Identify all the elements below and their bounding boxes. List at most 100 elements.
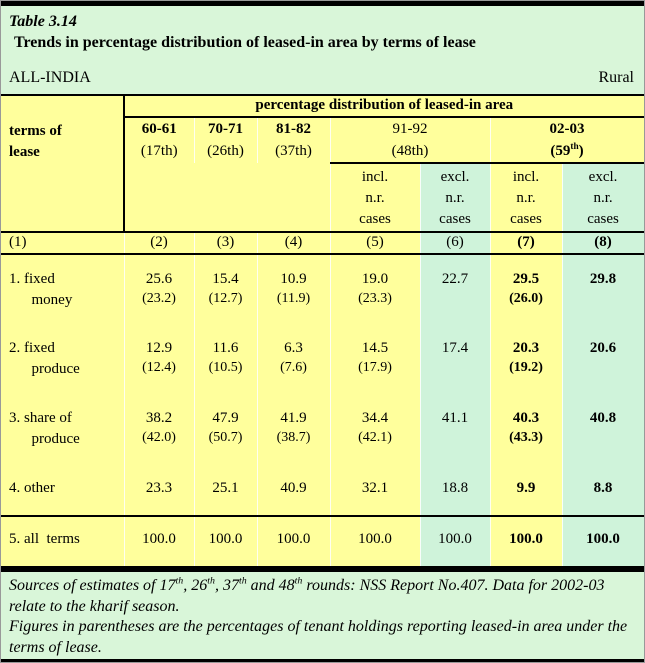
value-cell: 10.9 (11.9) <box>257 254 331 324</box>
region-row: ALL-INDIA Rural <box>9 69 636 87</box>
value: 38.2 <box>145 410 173 426</box>
empty-subheader-cell <box>124 163 331 232</box>
value: 15.4 <box>212 271 239 287</box>
value-cell: 100.0 <box>194 515 258 566</box>
value: 32.1 <box>361 480 389 496</box>
value-cell: 100.0 <box>124 515 195 566</box>
col-number-cell: (4) <box>257 231 331 255</box>
value: 6.3 <box>284 340 303 356</box>
value-cell: 25.6 (23.2) <box>124 254 195 324</box>
year-header-81-82: 81-82 (37th) <box>257 117 331 163</box>
value-cell: 6.3 (7.6) <box>257 324 331 394</box>
value-cell: 8.8 <box>562 464 644 516</box>
group-header-02-03: 02-03 (59th) <box>490 117 644 164</box>
region-label-left: ALL-INDIA <box>9 69 91 86</box>
subheader-incl-02-03: incl. n.r. cases <box>490 163 563 232</box>
value-cell: 34.4 (42.1) <box>330 394 421 464</box>
year-label: 81-82 <box>276 121 311 137</box>
value: 12.9 <box>145 340 173 356</box>
round-label: (26th) <box>207 143 244 159</box>
value-cell: 11.6 (10.5) <box>194 324 258 394</box>
table-title: Trends in percentage distribution of lea… <box>14 34 476 51</box>
value-cell: 20.3 (19.2) <box>490 324 563 394</box>
value-cell: 25.1 <box>194 464 258 516</box>
value: 41.1 <box>441 410 469 426</box>
value: 100.0 <box>586 531 620 547</box>
value: 100.0 <box>276 531 311 547</box>
footnote-section: Sources of estimates of 17th, 26th, 37th… <box>1 572 644 658</box>
header-row-years: 60-61 (17th) 70-71 (26th) 81-82 (37th) 9… <box>1 117 644 164</box>
subheader-excl-02-03: excl. n.r. cases <box>562 163 644 232</box>
year-label: 70-71 <box>208 121 243 137</box>
value-cell: 18.8 <box>420 464 491 516</box>
value-cell: 19.0 (23.3) <box>330 254 421 324</box>
value: 20.6 <box>589 340 617 356</box>
value: 100.0 <box>509 531 543 547</box>
round-label: (17th) <box>140 143 178 159</box>
value: 29.5 <box>512 271 540 287</box>
value: 10.9 <box>280 271 307 287</box>
value: 20.3 <box>512 340 540 356</box>
value: 25.1 <box>212 480 239 496</box>
paren-value: (26.0) <box>509 291 543 306</box>
value: 29.8 <box>589 271 617 287</box>
col-number-cell: (8) <box>562 231 644 255</box>
col-number-cell: (6) <box>420 231 491 255</box>
value-cell: 40.8 <box>562 394 644 464</box>
value: 17.4 <box>441 340 469 356</box>
value-cell: 40.9 <box>257 464 331 516</box>
value: 40.3 <box>512 410 540 426</box>
value: 40.8 <box>589 410 617 426</box>
value-cell: 9.9 <box>490 464 563 516</box>
paren-value: (11.9) <box>276 291 311 306</box>
table-row-fixed-produce: 2. fixed produce 12.9 (12.4) 11.6 (10.5) 6… <box>1 324 644 394</box>
value-cell: 38.2 (42.0) <box>124 394 195 464</box>
footer-note-sources: Sources of estimates of 17th, 26th, 37th… <box>9 575 605 615</box>
paren-value: (10.5) <box>208 360 243 375</box>
year-header-60-61: 60-61 (17th) <box>124 117 195 163</box>
year-label: 02-03 <box>549 121 585 137</box>
value: 11.6 <box>212 340 239 356</box>
table-row-other: 4. other 23.3 25.1 40.9 32.1 18.8 9.9 8.… <box>1 464 644 516</box>
data-table: terms of lease percentage distribution o… <box>1 94 644 566</box>
value-cell: 22.7 <box>420 254 491 324</box>
value-cell: 12.9 (12.4) <box>124 324 195 394</box>
year-label: 60-61 <box>141 121 177 137</box>
column-number-row: (1) (2) (3) (4) (5) (6) (7) (8) <box>1 231 644 255</box>
paren-value: (42.0) <box>142 430 176 445</box>
value: 100.0 <box>358 531 392 547</box>
table-row-fixed-money: 1. fixed money 25.6 (23.2) 15.4 (12.7) 10.… <box>1 254 644 324</box>
paren-value: (42.1) <box>358 430 392 445</box>
col-number-cell: (1) <box>1 231 125 255</box>
value-cell: 100.0 <box>330 515 421 566</box>
title-banner: Table 3.14 Trends in percentage distribu… <box>1 6 644 94</box>
paren-value: (12.4) <box>142 360 176 375</box>
value-cell: 17.4 <box>420 324 491 394</box>
value-cell: 29.5 (26.0) <box>490 254 563 324</box>
subheader-incl-91-92: incl. n.r. cases <box>330 163 421 232</box>
col-number-cell: (3) <box>194 231 258 255</box>
paren-value: (43.3) <box>509 430 543 445</box>
col-number-cell: (5) <box>330 231 421 255</box>
value: 41.9 <box>280 410 307 426</box>
year-label: 91-92 <box>392 121 428 137</box>
value: 47.9 <box>212 410 239 426</box>
value-cell: 32.1 <box>330 464 421 516</box>
value: 14.5 <box>361 340 389 356</box>
value-cell: 14.5 (17.9) <box>330 324 421 394</box>
value-cell: 100.0 <box>257 515 331 566</box>
paren-value: (17.9) <box>358 360 392 375</box>
value-cell: 41.9 (38.7) <box>257 394 331 464</box>
value: 100.0 <box>438 531 472 547</box>
region-label-right: Rural <box>598 69 634 86</box>
value-cell: 23.3 <box>124 464 195 516</box>
header-row-span: terms of lease percentage distribution o… <box>1 95 644 232</box>
row-label-cell: 5. all terms <box>1 515 125 566</box>
header-row-subheads: incl. n.r. cases excl. n.r. cases incl. … <box>1 163 644 232</box>
value-cell: 40.3 (43.3) <box>490 394 563 464</box>
value-cell: 100.0 <box>420 515 491 566</box>
col-number-cell: (2) <box>124 231 195 255</box>
paren-value: (23.2) <box>142 291 176 306</box>
value: 8.8 <box>593 480 613 496</box>
value: 100.0 <box>208 531 243 547</box>
